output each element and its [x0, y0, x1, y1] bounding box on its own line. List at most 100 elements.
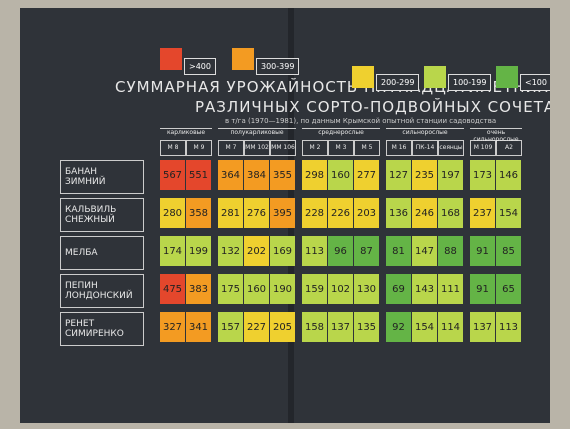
cell: 169 [270, 236, 295, 266]
cell: 69 [386, 274, 411, 304]
cell: 384 [244, 160, 269, 190]
cell: 227 [244, 312, 269, 342]
cell: 567 [160, 160, 185, 190]
cell: 160 [244, 274, 269, 304]
book-spread: СУММАРНАЯ УРОЖАЙНОСТЬ ПЯТНАДЦАТИЛЕТНИХ Н… [20, 8, 550, 423]
cell: 383 [186, 274, 211, 304]
cell: 277 [354, 160, 379, 190]
legend-swatch [424, 66, 446, 88]
column-header: сеянцы сорт. синапа [438, 140, 464, 156]
legend-label: 100-199 [448, 74, 492, 91]
group-header: карликовые [160, 128, 212, 136]
cell: 280 [160, 198, 185, 228]
cell: 159 [302, 274, 327, 304]
cell: 355 [270, 160, 295, 190]
cell: 135 [354, 312, 379, 342]
legend-swatch [232, 48, 254, 70]
cell: 137 [328, 312, 353, 342]
cell: 226 [328, 198, 353, 228]
group-header: среднерослые [302, 128, 380, 136]
cell: 137 [470, 312, 495, 342]
cell: 203 [354, 198, 379, 228]
cell: 146 [496, 160, 521, 190]
cell: 202 [244, 236, 269, 266]
group-header: очень сильнорослые [470, 128, 522, 143]
row-label: КАЛЬВИЛЬ СНЕЖНЫЙ [60, 198, 144, 232]
cell: 136 [386, 198, 411, 228]
cell: 168 [438, 198, 463, 228]
cell: 281 [218, 198, 243, 228]
cell: 157 [218, 312, 243, 342]
cell: 127 [386, 160, 411, 190]
cell: 551 [186, 160, 211, 190]
cell: 364 [218, 160, 243, 190]
row-label: ПЕПИН ЛОНДОНСКИЙ [60, 274, 144, 308]
row-label: МЕЛБА [60, 236, 144, 270]
cell: 91 [470, 236, 495, 266]
column-header: ММ 102 [244, 140, 270, 156]
column-header: М 9 [186, 140, 212, 156]
cell: 91 [470, 274, 495, 304]
column-header: А2 [496, 140, 522, 156]
legend-swatch [352, 66, 374, 88]
column-header: М 2 [302, 140, 328, 156]
cell: 85 [496, 236, 521, 266]
column-header: ММ 106 [270, 140, 296, 156]
cell: 96 [328, 236, 353, 266]
column-header: М 3 [328, 140, 354, 156]
cell: 475 [160, 274, 185, 304]
cell: 65 [496, 274, 521, 304]
cell: 395 [270, 198, 295, 228]
cell: 197 [438, 160, 463, 190]
cell: 276 [244, 198, 269, 228]
cell: 235 [412, 160, 437, 190]
title: РАЗЛИЧНЫХ СОРТО-ПОДВОЙНЫХ СОЧЕТАНИЙ [195, 98, 550, 116]
cell: 358 [186, 198, 211, 228]
cell: 341 [186, 312, 211, 342]
cell: 102 [328, 274, 353, 304]
column-header: ПК-14 [412, 140, 438, 156]
column-header: М 5 [354, 140, 380, 156]
column-header: М 16 [386, 140, 412, 156]
cell: 111 [438, 274, 463, 304]
cell: 199 [186, 236, 211, 266]
column-header: М 8 [160, 140, 186, 156]
cell: 173 [470, 160, 495, 190]
cell: 327 [160, 312, 185, 342]
cell: 154 [496, 198, 521, 228]
cell: 87 [354, 236, 379, 266]
subtitle: в т/га (1970—1981), по данным Крымской о… [225, 117, 497, 125]
row-label: БАНАН ЗИМНИЙ [60, 160, 144, 194]
cell: 246 [412, 198, 437, 228]
cell: 113 [496, 312, 521, 342]
cell: 147 [412, 236, 437, 266]
cell: 298 [302, 160, 327, 190]
cell: 81 [386, 236, 411, 266]
cell: 154 [412, 312, 437, 342]
group-header: сильнорослые [386, 128, 464, 136]
cell: 174 [160, 236, 185, 266]
cell: 88 [438, 236, 463, 266]
cell: 114 [438, 312, 463, 342]
row-label: РЕНЕТ СИМИРЕНКО [60, 312, 144, 346]
column-header: М 7 [218, 140, 244, 156]
cell: 237 [470, 198, 495, 228]
legend-label: <100 [520, 74, 550, 91]
cell: 92 [386, 312, 411, 342]
cell: 113 [302, 236, 327, 266]
cell: 143 [412, 274, 437, 304]
group-header: полукарликовые [218, 128, 296, 136]
column-header: М 109 [470, 140, 496, 156]
legend-label: 200-299 [376, 74, 420, 91]
cell: 175 [218, 274, 243, 304]
cell: 132 [218, 236, 243, 266]
cell: 190 [270, 274, 295, 304]
cell: 130 [354, 274, 379, 304]
legend-label: >400 [184, 58, 216, 75]
cell: 228 [302, 198, 327, 228]
legend-label: 300-399 [256, 58, 300, 75]
cell: 158 [302, 312, 327, 342]
cell: 205 [270, 312, 295, 342]
legend-swatch [496, 66, 518, 88]
